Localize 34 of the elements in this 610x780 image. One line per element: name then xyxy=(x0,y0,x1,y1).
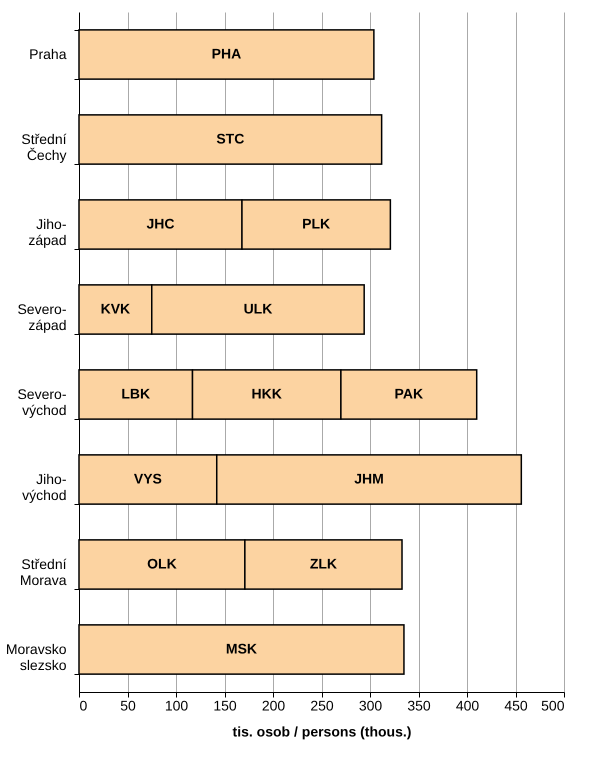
y-tick-label: Jiho- východ xyxy=(22,471,67,503)
data-label: PHA xyxy=(212,46,242,62)
x-tick-label: 200 xyxy=(262,698,286,714)
data-label: STC xyxy=(216,130,244,146)
data-label: JHC xyxy=(146,216,174,232)
y-tick-label: Jiho- západ xyxy=(28,216,67,248)
data-label: LBK xyxy=(121,386,150,402)
y-tick-label: Severo- západ xyxy=(17,301,67,333)
x-tick-label: 400 xyxy=(456,698,480,714)
data-label: PLK xyxy=(302,216,330,232)
x-tick-label: 150 xyxy=(213,698,237,714)
data-label: HKK xyxy=(252,386,282,402)
data-label: ZLK xyxy=(310,556,338,572)
data-label: MSK xyxy=(226,640,258,656)
data-label: PAK xyxy=(394,386,424,402)
data-label: KVK xyxy=(100,300,130,316)
data-label: OLK xyxy=(147,556,177,572)
y-tick-label: Střední Morava xyxy=(20,556,67,588)
x-tick-label: 50 xyxy=(120,698,136,714)
x-tick-label: 500 xyxy=(541,698,565,714)
x-tick-label: 300 xyxy=(358,698,382,714)
x-tick-label: 0 xyxy=(80,698,88,714)
x-tick-label: 100 xyxy=(164,698,188,714)
x-tick-label: 350 xyxy=(407,698,431,714)
y-tick-label: Moravsko slezsko xyxy=(6,641,67,673)
data-label: VYS xyxy=(134,470,162,486)
x-axis-title: tis. osob / persons (thous.) xyxy=(232,724,412,740)
y-tick-label: Praha xyxy=(29,46,67,62)
x-tick-label: 250 xyxy=(310,698,334,714)
y-tick-label: Střední Čechy xyxy=(21,131,67,163)
data-label: ULK xyxy=(244,300,272,316)
x-tick-label: 450 xyxy=(504,698,528,714)
y-tick-label: Severo- východ xyxy=(17,386,67,418)
data-label: JHM xyxy=(354,470,384,486)
